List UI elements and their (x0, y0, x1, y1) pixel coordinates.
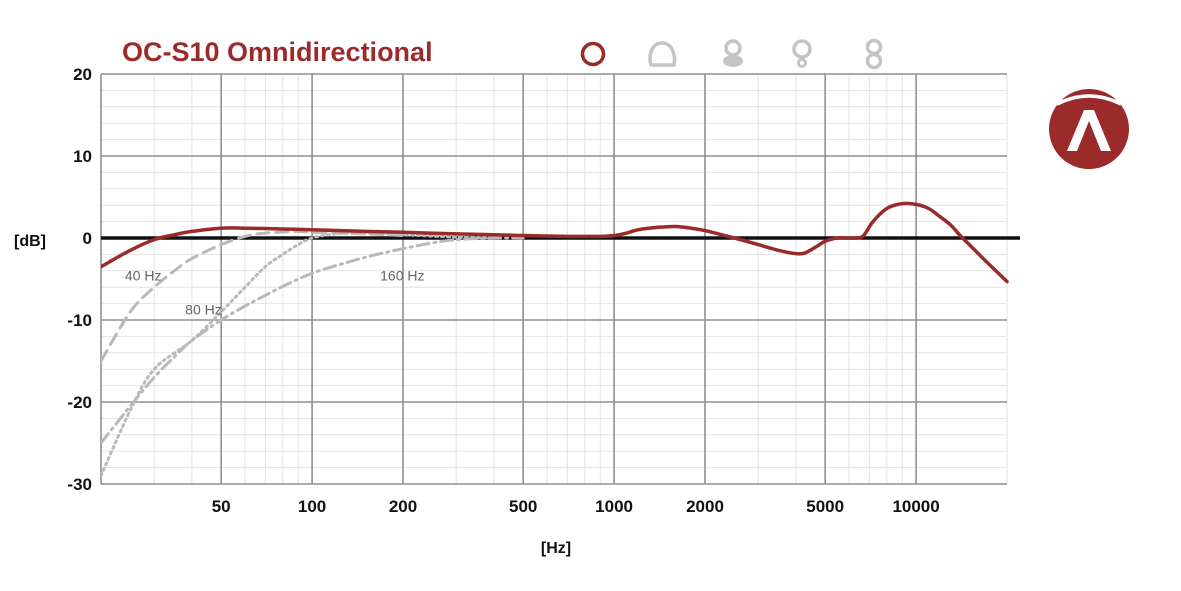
x-tick-label: 2000 (686, 497, 724, 516)
y-tick-labels: 20 10 0 -10 -20 -30 (67, 65, 92, 494)
x-tick-label: 1000 (595, 497, 633, 516)
annotations: 40 Hz 80 Hz 160 Hz (125, 268, 425, 318)
subcardioid-pattern-icon (648, 41, 677, 67)
cardioid-pattern-icon (723, 39, 743, 67)
x-tick-label: 10000 (892, 497, 939, 516)
series-line-dashdot (101, 236, 525, 445)
series-group (101, 201, 1009, 478)
curve-annotation: 80 Hz (185, 301, 222, 317)
x-tick-label: 100 (298, 497, 326, 516)
y-axis-label: [dB] (14, 233, 46, 250)
brand-logo-icon (1049, 89, 1129, 169)
y-tick-label: 10 (73, 147, 92, 166)
y-tick-label: 0 (83, 229, 92, 248)
series-line-dashed (101, 229, 405, 363)
y-tick-label: -30 (67, 475, 92, 494)
figure-eight-pattern-icon (865, 38, 883, 70)
x-tick-label: 500 (509, 497, 537, 516)
pattern-icons (580, 38, 883, 70)
curve-annotation: 160 Hz (380, 268, 424, 284)
y-tick-label: -20 (67, 393, 92, 412)
x-tick-label: 5000 (806, 497, 844, 516)
y-tick-label: -10 (67, 311, 92, 330)
x-tick-labels: 50 100 200 500 1000 2000 5000 10000 (212, 497, 940, 516)
series-line-dotted (101, 231, 496, 478)
x-tick-label: 50 (212, 497, 231, 516)
grid (100, 73, 1008, 485)
y-tick-label: 20 (73, 65, 92, 84)
series-line-solid (101, 201, 1009, 284)
hypercardioid-pattern-icon (792, 39, 812, 68)
chart-title: OC-S10 Omnidirectional (122, 37, 433, 67)
x-axis-label: [Hz] (541, 540, 571, 557)
curve-annotation: 40 Hz (125, 268, 162, 284)
x-tick-label: 200 (389, 497, 417, 516)
omnidirectional-pattern-icon (580, 41, 606, 67)
